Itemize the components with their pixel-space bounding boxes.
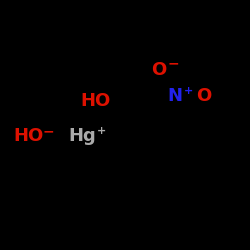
- Text: O: O: [151, 61, 166, 79]
- Text: O: O: [196, 87, 212, 105]
- Text: Hg: Hg: [68, 127, 96, 145]
- Text: +: +: [96, 126, 106, 136]
- Text: N: N: [168, 87, 182, 105]
- Text: −: −: [168, 57, 179, 71]
- Text: −: −: [43, 124, 54, 138]
- Text: HO: HO: [80, 92, 110, 110]
- Text: HO: HO: [14, 127, 44, 145]
- Text: +: +: [184, 86, 194, 96]
